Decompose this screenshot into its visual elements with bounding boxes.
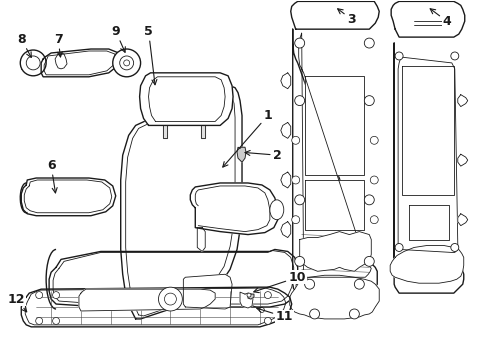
Circle shape [364,96,373,105]
Polygon shape [247,293,253,299]
Polygon shape [21,287,291,327]
Circle shape [294,96,304,105]
Text: 7: 7 [54,33,62,57]
Circle shape [394,243,402,251]
Circle shape [259,307,264,312]
Text: 4: 4 [429,9,450,28]
Ellipse shape [269,200,283,220]
Circle shape [123,60,129,66]
Circle shape [36,318,42,324]
Text: 11: 11 [256,307,293,323]
Polygon shape [289,275,379,319]
Circle shape [291,136,299,144]
Circle shape [364,38,373,48]
Circle shape [294,195,304,205]
Text: 12: 12 [7,293,27,312]
Text: 3: 3 [337,9,355,26]
Polygon shape [390,1,464,37]
Circle shape [53,318,60,324]
Polygon shape [304,76,364,175]
Circle shape [294,38,304,48]
Circle shape [291,176,299,184]
Circle shape [294,256,304,266]
Polygon shape [280,222,290,238]
Polygon shape [393,43,463,293]
Polygon shape [280,122,290,138]
Polygon shape [457,95,467,107]
Text: 9: 9 [111,24,125,52]
Polygon shape [240,292,252,308]
Circle shape [113,49,141,77]
Polygon shape [201,125,205,138]
Polygon shape [55,53,67,69]
Polygon shape [237,147,245,162]
Circle shape [369,216,377,224]
Polygon shape [401,66,453,195]
Circle shape [369,136,377,144]
Text: 2: 2 [244,149,282,162]
Polygon shape [292,29,376,294]
Circle shape [369,176,377,184]
Polygon shape [299,231,370,271]
Polygon shape [21,178,116,216]
Polygon shape [121,86,242,319]
Polygon shape [304,180,364,230]
Polygon shape [290,1,379,29]
Circle shape [20,50,46,76]
Text: 5: 5 [144,24,157,85]
Circle shape [354,279,364,289]
Polygon shape [163,125,167,138]
Text: 1: 1 [223,109,272,167]
Polygon shape [389,246,463,283]
Text: 8: 8 [17,33,31,57]
Circle shape [36,292,42,298]
Circle shape [246,293,250,297]
Circle shape [364,195,373,205]
Text: 10: 10 [253,271,306,293]
Polygon shape [197,228,205,251]
Circle shape [291,216,299,224]
Polygon shape [457,214,467,226]
Polygon shape [280,73,290,89]
Circle shape [264,292,271,298]
Circle shape [304,279,314,289]
Circle shape [450,52,458,60]
Circle shape [164,293,176,305]
Circle shape [53,292,60,298]
Text: 6: 6 [47,159,57,193]
Polygon shape [457,154,467,166]
Circle shape [264,318,271,324]
Circle shape [309,309,319,319]
Circle shape [349,309,359,319]
Circle shape [158,287,182,311]
Polygon shape [41,49,121,77]
Polygon shape [49,249,297,307]
Polygon shape [408,205,448,239]
Circle shape [364,256,373,266]
Circle shape [120,56,133,70]
Circle shape [450,243,458,251]
Polygon shape [79,289,215,311]
Polygon shape [280,172,290,188]
Circle shape [394,52,402,60]
Circle shape [26,56,40,70]
Polygon shape [190,183,277,235]
Polygon shape [139,73,233,125]
Polygon shape [183,274,232,309]
